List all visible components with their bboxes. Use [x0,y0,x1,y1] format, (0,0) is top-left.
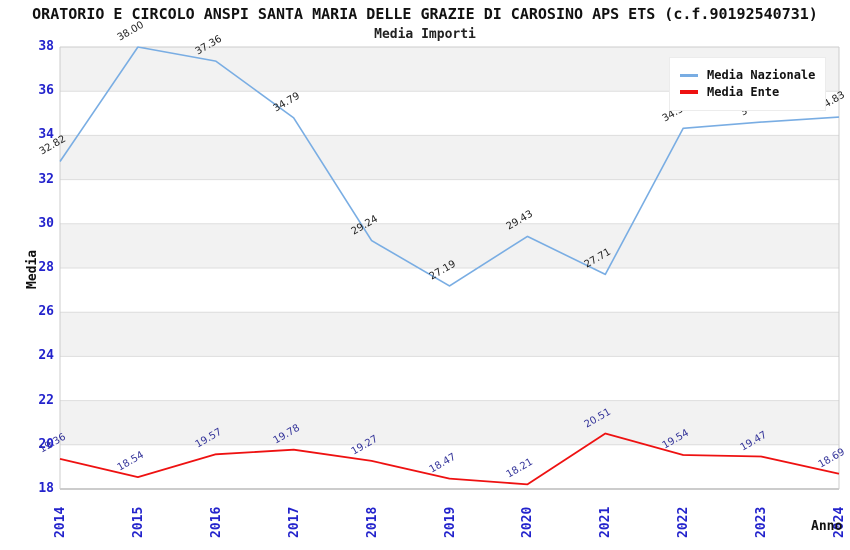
grid-band [60,268,839,313]
series-line-nazionale [59,46,840,287]
y-axis-title: Media [25,249,40,289]
legend-item-media-ente: Media Ente [680,85,815,99]
y-tick-label: 30 [38,215,54,231]
y-tick-label: 34 [38,127,54,143]
legend: Media Nazionale Media Ente [669,57,827,111]
series-line-ente [59,432,840,486]
chart-subtitle: Media Importi [374,27,476,42]
legend-label-nazionale: Media Nazionale [707,68,816,82]
grid-band [60,312,839,357]
legend-item-media-nazionale: Media Nazionale [680,68,815,82]
x-tick-label: 2023 [754,506,770,538]
grid-band [60,135,839,180]
y-tick-label: 20 [38,436,54,452]
chart-title: ORATORIO E CIRCOLO ANSPI SANTA MARIA DEL… [32,5,818,23]
y-tick-label: 28 [38,260,54,275]
y-tick-label: 26 [38,304,54,320]
grid-band [60,179,839,224]
x-tick-label: 2020 [520,506,536,538]
x-tick-label: 2017 [286,506,302,538]
y-tick-label: 32 [38,171,54,187]
y-tick-label: 18 [38,481,54,496]
x-tick-label: 2016 [208,506,224,538]
y-tick-label: 36 [38,83,54,99]
grid-band [60,356,839,401]
y-tick-label: 22 [38,392,54,408]
x-tick-label: 2019 [442,506,458,538]
x-tick-label: 2014 [53,506,68,538]
x-tick-label: 2015 [130,506,146,538]
x-axis-title: Anno [811,519,843,534]
x-tick-label: 2018 [364,506,380,538]
y-tick-label: 24 [38,348,54,364]
legend-swatch-nazionale-icon [680,73,698,77]
x-tick-label: 2021 [598,506,614,538]
x-tick-label: 2022 [676,506,692,538]
legend-label-ente: Media Ente [707,85,780,99]
grid-band [60,400,839,445]
y-tick-label: 38 [38,39,54,54]
grid-band [60,223,839,268]
legend-swatch-ente-icon [680,90,698,94]
grid-band [60,444,839,489]
